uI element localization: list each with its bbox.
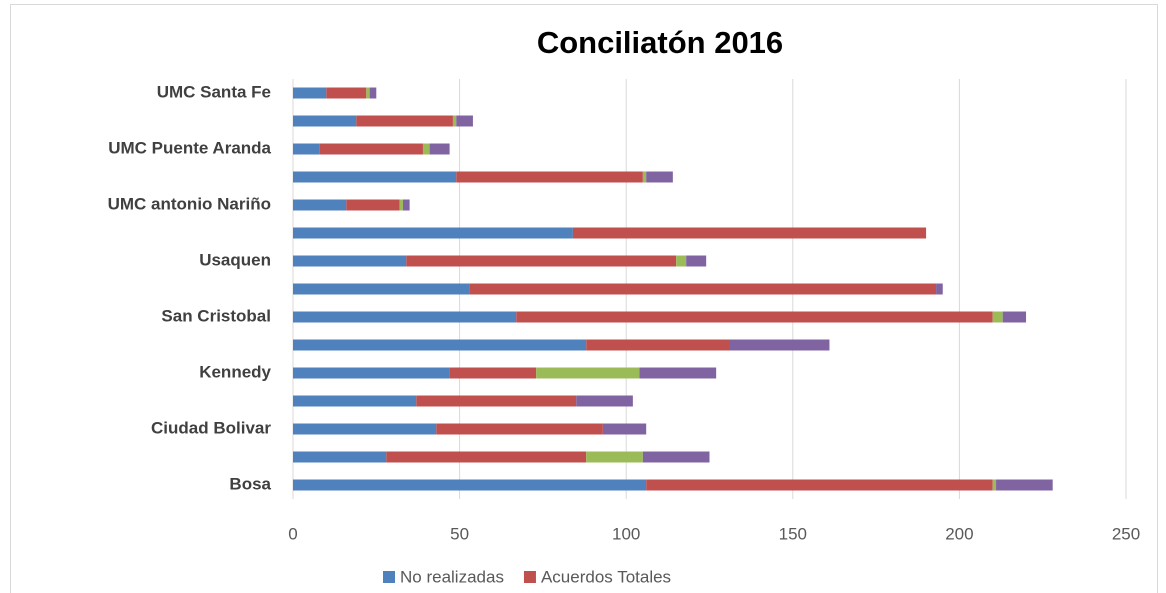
bar-segment <box>326 87 367 99</box>
bar-segment <box>642 451 710 463</box>
bar-segment <box>676 255 687 267</box>
bar-segment <box>416 395 577 407</box>
bar-segment <box>1002 311 1027 323</box>
bar-segment <box>399 199 403 211</box>
bar-segment <box>576 395 633 407</box>
bar-segment <box>293 87 327 99</box>
x-tick-label: 0 <box>288 524 297 543</box>
x-tick-label: 200 <box>945 524 973 543</box>
bar-segment <box>293 479 647 491</box>
bar-segment <box>429 143 450 155</box>
bar-segment <box>293 255 407 267</box>
chart-border <box>10 4 1158 593</box>
bar-segment <box>586 451 643 463</box>
bar-segment <box>586 339 730 351</box>
bar-segment <box>646 479 993 491</box>
bar-segment <box>729 339 830 351</box>
x-tick-label: 50 <box>450 524 469 543</box>
y-tick-label: Bosa <box>229 474 271 493</box>
bar-segment <box>406 255 677 267</box>
bar-segment <box>936 283 943 295</box>
bar-segment <box>293 199 347 211</box>
bar-segment <box>686 255 707 267</box>
bar-segment <box>293 423 437 435</box>
bar-segment <box>452 115 457 127</box>
bar-segment <box>293 171 457 183</box>
bar-segment <box>293 115 357 127</box>
bar-segment <box>639 367 717 379</box>
y-tick-label: San Cristobal <box>161 306 271 325</box>
bar-segment <box>516 311 993 323</box>
legend-label: No realizadas <box>400 567 504 586</box>
bar-segment <box>536 367 640 379</box>
bar-segment <box>996 479 1053 491</box>
bar-segment <box>356 115 453 127</box>
bar-segment <box>369 87 377 99</box>
legend-swatch <box>383 571 395 583</box>
x-tick-label: 100 <box>612 524 640 543</box>
x-tick-label: 250 <box>1112 524 1140 543</box>
bar-segment <box>293 395 417 407</box>
bar-segment <box>572 227 927 239</box>
bar-segment <box>449 367 537 379</box>
bar-segment <box>992 311 1003 323</box>
bar-segment <box>386 451 587 463</box>
bar-segment <box>366 87 370 99</box>
bar-segment <box>293 283 470 295</box>
bar-segment <box>646 171 673 183</box>
y-tick-label: Ciudad Bolivar <box>151 418 271 437</box>
bar-segment <box>293 311 517 323</box>
bar-segment <box>293 451 387 463</box>
legend-swatch <box>523 571 536 583</box>
bar-segment <box>293 227 573 239</box>
chart-title: Conciliatón 2016 <box>537 25 783 60</box>
y-tick-label: Usaquen <box>199 250 271 269</box>
bar-segment <box>992 479 997 491</box>
bar-segment <box>319 143 423 155</box>
bar-segment <box>293 143 320 155</box>
bar-segment <box>456 171 643 183</box>
y-tick-label: Kennedy <box>199 362 271 381</box>
bar-segment <box>436 423 603 435</box>
bar-segment <box>642 171 647 183</box>
bar-segment <box>456 115 473 127</box>
y-tick-label: UMC Santa Fe <box>157 82 271 101</box>
legend-label: Acuerdos Totales <box>541 567 671 586</box>
bar-segment <box>402 199 410 211</box>
bar-segment <box>469 283 937 295</box>
y-tick-label: UMC Puente Aranda <box>108 138 271 157</box>
bar-segment <box>293 339 587 351</box>
bar-segment <box>602 423 647 435</box>
bar-segment <box>346 199 400 211</box>
y-tick-label: UMC antonio Nariño <box>108 194 271 213</box>
bar-segment <box>293 367 450 379</box>
bar-segment <box>422 143 430 155</box>
x-tick-label: 150 <box>779 524 807 543</box>
